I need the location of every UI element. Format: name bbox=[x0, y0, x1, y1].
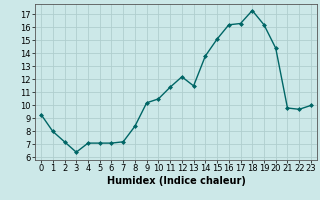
X-axis label: Humidex (Indice chaleur): Humidex (Indice chaleur) bbox=[107, 176, 245, 186]
